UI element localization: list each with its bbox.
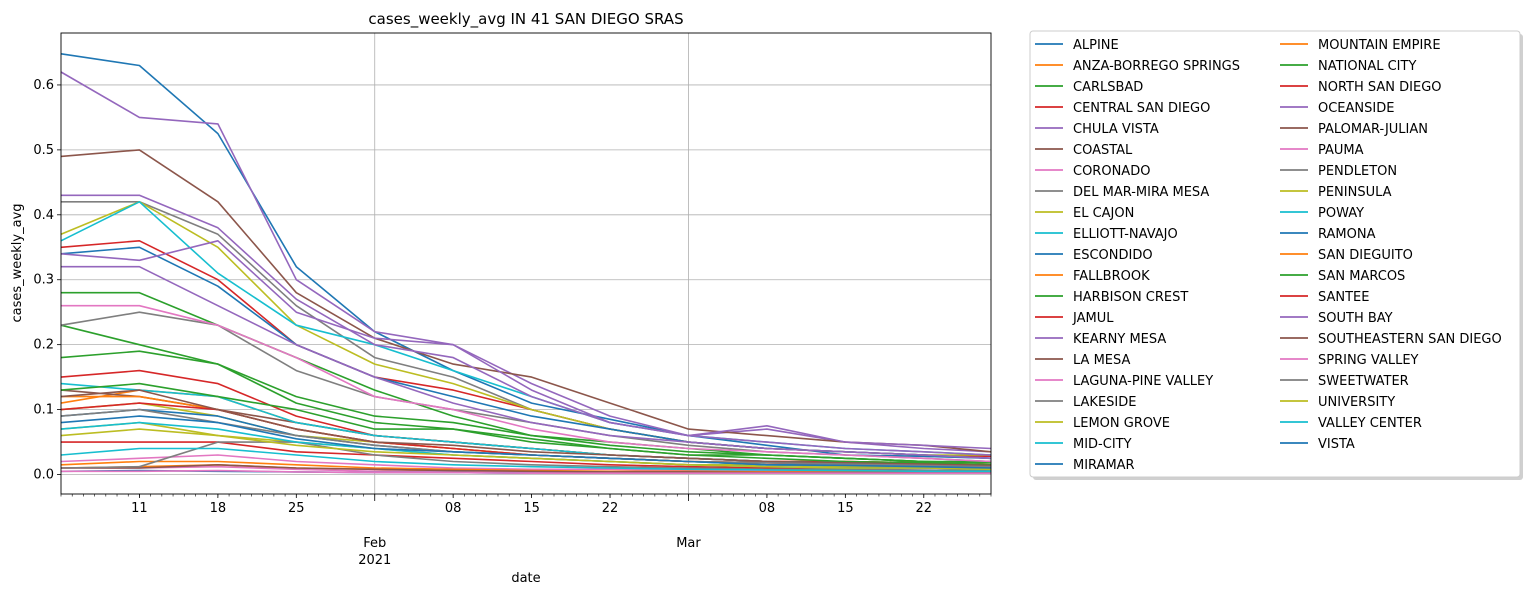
y-axis-label: cases_weekly_avg <box>10 203 25 322</box>
legend-label: SAN DIEGUITO <box>1318 248 1413 263</box>
legend-box <box>1029 30 1521 478</box>
legend-label: FALLBROOK <box>1073 269 1150 284</box>
series-line <box>60 428 992 471</box>
x-tick-label: 11 <box>131 501 148 516</box>
series-line <box>61 304 992 463</box>
legend-label: SOUTHEASTERN SAN DIEGO <box>1318 332 1502 347</box>
legend-label: MOUNTAIN EMPIRE <box>1318 38 1441 53</box>
legend-label: PALOMAR-JULIAN <box>1318 122 1428 137</box>
series-line <box>60 447 991 473</box>
series-line <box>60 441 992 472</box>
legend-label: OCEANSIDE <box>1318 101 1394 116</box>
legend-label: JAMUL <box>1072 311 1114 326</box>
y-tick-label: 0.0 <box>33 468 54 483</box>
legend-label: LAGUNA-PINE VALLEY <box>1073 374 1213 389</box>
legend-label: DEL MAR-MIRA MESA <box>1073 185 1209 200</box>
x-tick-label: 08 <box>445 501 462 516</box>
y-tick-label: 0.4 <box>33 208 54 223</box>
legend-label: PENDLETON <box>1318 164 1397 179</box>
legend-label: SANTEE <box>1318 290 1369 305</box>
legend-label: LA MESA <box>1073 353 1130 368</box>
series-line <box>61 469 991 475</box>
x-tick-label: Mar <box>676 536 701 551</box>
legend-label: KEARNY MESA <box>1073 332 1166 347</box>
legend-label: ALPINE <box>1073 38 1119 53</box>
legend-label: SOUTH BAY <box>1318 311 1393 326</box>
series-line <box>60 350 992 464</box>
x-tick-label: 22 <box>915 501 932 516</box>
y-tick-label: 0.6 <box>33 78 54 93</box>
x-tick-label: 22 <box>602 501 619 516</box>
legend-label: CORONADO <box>1073 164 1150 179</box>
legend-label: VALLEY CENTER <box>1318 416 1422 431</box>
legend: ALPINE ANZA-BORREGO SPRINGS CARLSBAD CENTRA… <box>1029 30 1523 480</box>
legend-label: CARLSBAD <box>1073 80 1143 95</box>
legend-label: ESCONDIDO <box>1073 248 1153 263</box>
series-line <box>61 194 992 456</box>
legend-label: MIRAMAR <box>1073 458 1135 473</box>
series-line <box>60 389 992 467</box>
legend-label: COASTAL <box>1073 143 1133 158</box>
legend-label: SAN MARCOS <box>1318 269 1405 284</box>
plot-area: 0.0 0.1 0.2 0.3 0.4 0.5 0.6 11 18 25 Feb 2021 08 15 22… <box>33 32 992 568</box>
legend-label: PAUMA <box>1318 143 1364 158</box>
plot-frame <box>60 32 992 495</box>
y-tick-label: 0.5 <box>33 143 54 158</box>
plot-background <box>61 33 991 494</box>
x-tick-label: 25 <box>288 501 305 516</box>
legend-label: POWAY <box>1318 206 1364 221</box>
legend-label: CENTRAL SAN DIEGO <box>1073 101 1210 116</box>
x-tick-label: Feb <box>363 536 386 551</box>
x-tick-label: 08 <box>759 501 776 516</box>
legend-label: CHULA VISTA <box>1073 122 1159 137</box>
legend-label: RAMONA <box>1318 227 1376 242</box>
x-axis-label: date <box>511 571 540 586</box>
x-tick-label: 15 <box>837 501 854 516</box>
y-tick-label: 0.3 <box>33 273 54 288</box>
series-line <box>61 265 992 460</box>
series-line <box>60 415 992 469</box>
y-tick-label: 0.2 <box>33 338 54 353</box>
legend-label: MID-CITY <box>1073 437 1132 452</box>
x-tick-label: 15 <box>523 501 540 516</box>
x-tick-label: 18 <box>210 501 227 516</box>
series-line <box>60 382 992 466</box>
legend-label: SPRING VALLEY <box>1318 353 1419 368</box>
legend-label: LAKESIDE <box>1073 395 1136 410</box>
legend-label: ANZA-BORREGO SPRINGS <box>1073 59 1240 74</box>
legend-label: UNIVERSITY <box>1318 395 1395 410</box>
legend-label: LEMON GROVE <box>1073 416 1170 431</box>
legend-label: PENINSULA <box>1318 185 1392 200</box>
legend-label: HARBISON CREST <box>1073 290 1188 305</box>
series-line <box>60 240 992 450</box>
legend-label: NATIONAL CITY <box>1318 59 1416 74</box>
legend-label: VISTA <box>1318 437 1355 452</box>
y-tick-label: 0.1 <box>33 403 54 418</box>
legend-label: EL CAJON <box>1073 206 1134 221</box>
legend-label: ELLIOTT-NAVAJO <box>1073 227 1178 242</box>
x-tick-label: 2021 <box>358 553 391 568</box>
legend-label: SWEETWATER <box>1318 374 1409 389</box>
chart-title: cases_weekly_avg IN 41 SAN DIEGO SRAS <box>368 10 683 29</box>
legend-label: NORTH SAN DIEGO <box>1318 80 1442 95</box>
